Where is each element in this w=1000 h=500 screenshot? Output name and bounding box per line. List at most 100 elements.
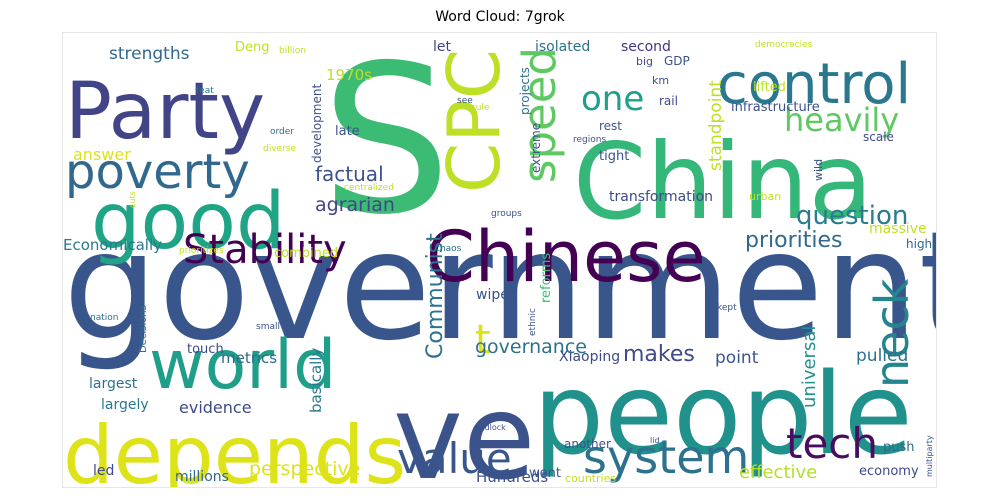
word-t: t <box>475 317 491 363</box>
word-ethnic: ethnic <box>528 308 538 336</box>
word-one: one <box>581 79 644 119</box>
word-world: world <box>149 326 336 405</box>
word-speed: speed <box>513 47 566 183</box>
word-largest: largest <box>89 376 138 392</box>
word-high: high <box>906 237 932 251</box>
word-scale: scale <box>863 130 894 144</box>
word-china: China <box>573 121 873 243</box>
word-billion: billion <box>279 46 306 56</box>
word-infrastructure: infrastructure <box>731 100 820 115</box>
word-agrarian: agrarian <box>315 194 395 216</box>
word-depends: depends <box>63 409 406 487</box>
word-control: control <box>717 52 911 117</box>
word-makes: makes <box>623 342 695 367</box>
word-priorities: priorities <box>745 228 842 253</box>
word-government: government <box>63 200 936 374</box>
word-deng: Deng <box>235 40 270 55</box>
word-transformation: transformation <box>609 189 713 205</box>
word-strengths: strengths <box>109 44 190 64</box>
word-countries: countries <box>565 472 616 485</box>
word-party: Party <box>65 67 265 157</box>
word-hundreds: Hundreds <box>476 468 548 486</box>
word-lifted: lifted <box>753 80 786 95</box>
word-xiaoping: Xiaoping <box>559 349 620 365</box>
word-combined: combined <box>274 246 338 261</box>
word-prioritizes: prioritizes <box>179 246 224 256</box>
word-perspective: perspective <box>249 458 360 480</box>
word-chaos: chaos <box>435 244 462 254</box>
word-basically: basically <box>307 348 325 413</box>
word-rule: rule <box>472 103 490 113</box>
word-small: small <box>256 322 280 332</box>
word-regions: regions <box>573 135 606 145</box>
word-standpoint: standpoint <box>706 80 726 171</box>
word-effective: effective <box>739 462 817 483</box>
word-rail: rail <box>659 94 678 108</box>
word-answer: answer <box>73 145 131 164</box>
word-wild: wild <box>812 159 825 181</box>
word-decisions: Decisions <box>138 305 149 353</box>
word-nation: nation <box>90 313 118 323</box>
word-pulled: pulled <box>856 346 908 366</box>
word-urban: urban <box>749 190 781 203</box>
word-touch: touch <box>187 342 224 357</box>
word-kept: kept <box>717 303 737 313</box>
word-tight: tight <box>599 149 629 164</box>
word-led: led <box>93 463 114 479</box>
word-massive: massive <box>869 221 927 237</box>
word-cuts: cuts <box>128 191 137 208</box>
word-diverse: diverse <box>263 144 296 154</box>
word-largely: largely <box>101 397 149 413</box>
word-economically: Economically <box>63 236 162 254</box>
word-governance: governance <box>475 336 587 358</box>
word-lid: lid <box>650 436 660 445</box>
word-multiparty: multiparty <box>925 435 934 477</box>
word-communist: Communist <box>423 233 448 359</box>
word-universal: universal <box>799 326 820 408</box>
word-democracies: democracies <box>755 40 813 50</box>
word-second: second <box>621 39 671 55</box>
word-went: went <box>529 466 561 481</box>
word-isolated: isolated <box>535 39 590 55</box>
word-late: late <box>335 124 360 139</box>
word-push: push <box>883 440 915 455</box>
chart-title: Word Cloud: 7grok <box>435 9 565 25</box>
word-ve: ve <box>393 368 535 487</box>
word-another: another <box>564 437 611 451</box>
word-cpc: CPC <box>432 49 516 193</box>
word-people: people <box>533 350 913 480</box>
word-let: let <box>433 39 452 55</box>
word-question: question <box>796 201 908 231</box>
word-value: value <box>397 434 512 483</box>
word-s: S <box>321 33 451 260</box>
word-metrics: metrics <box>221 349 277 367</box>
word-centralized: centralized <box>344 183 394 193</box>
word-feat: feat <box>196 86 214 96</box>
word-heavily: heavily <box>784 101 899 139</box>
word-gridlock: gridlock <box>474 423 506 432</box>
word-good: good <box>91 177 285 267</box>
word-point: point <box>715 348 759 368</box>
word-evidence: evidence <box>179 398 252 417</box>
word-see: see <box>457 96 473 106</box>
word-neck: neck <box>865 278 919 388</box>
word-millions: millions <box>175 469 229 485</box>
word-rest: rest <box>599 119 622 133</box>
word-km: km <box>652 74 669 87</box>
word-1970s: 1970s <box>326 66 372 84</box>
word-big: big <box>636 55 653 68</box>
word-development: development <box>310 84 324 163</box>
word-economy: economy <box>859 464 919 479</box>
word-projects: projects <box>518 67 532 115</box>
word-gdp: GDP <box>664 54 690 68</box>
word-cloud-panel: government S China ve people depends good Party… <box>62 32 937 488</box>
word-order: order <box>270 127 294 137</box>
word-wiped: wiped <box>476 287 518 303</box>
word-groups: groups <box>491 209 522 219</box>
word-stability: Stability <box>183 227 347 273</box>
word-reforms: reforms <box>539 253 554 303</box>
word-extreme: extreme <box>529 123 543 173</box>
word-system: system <box>583 430 749 484</box>
word-poverty: poverty <box>65 144 250 200</box>
